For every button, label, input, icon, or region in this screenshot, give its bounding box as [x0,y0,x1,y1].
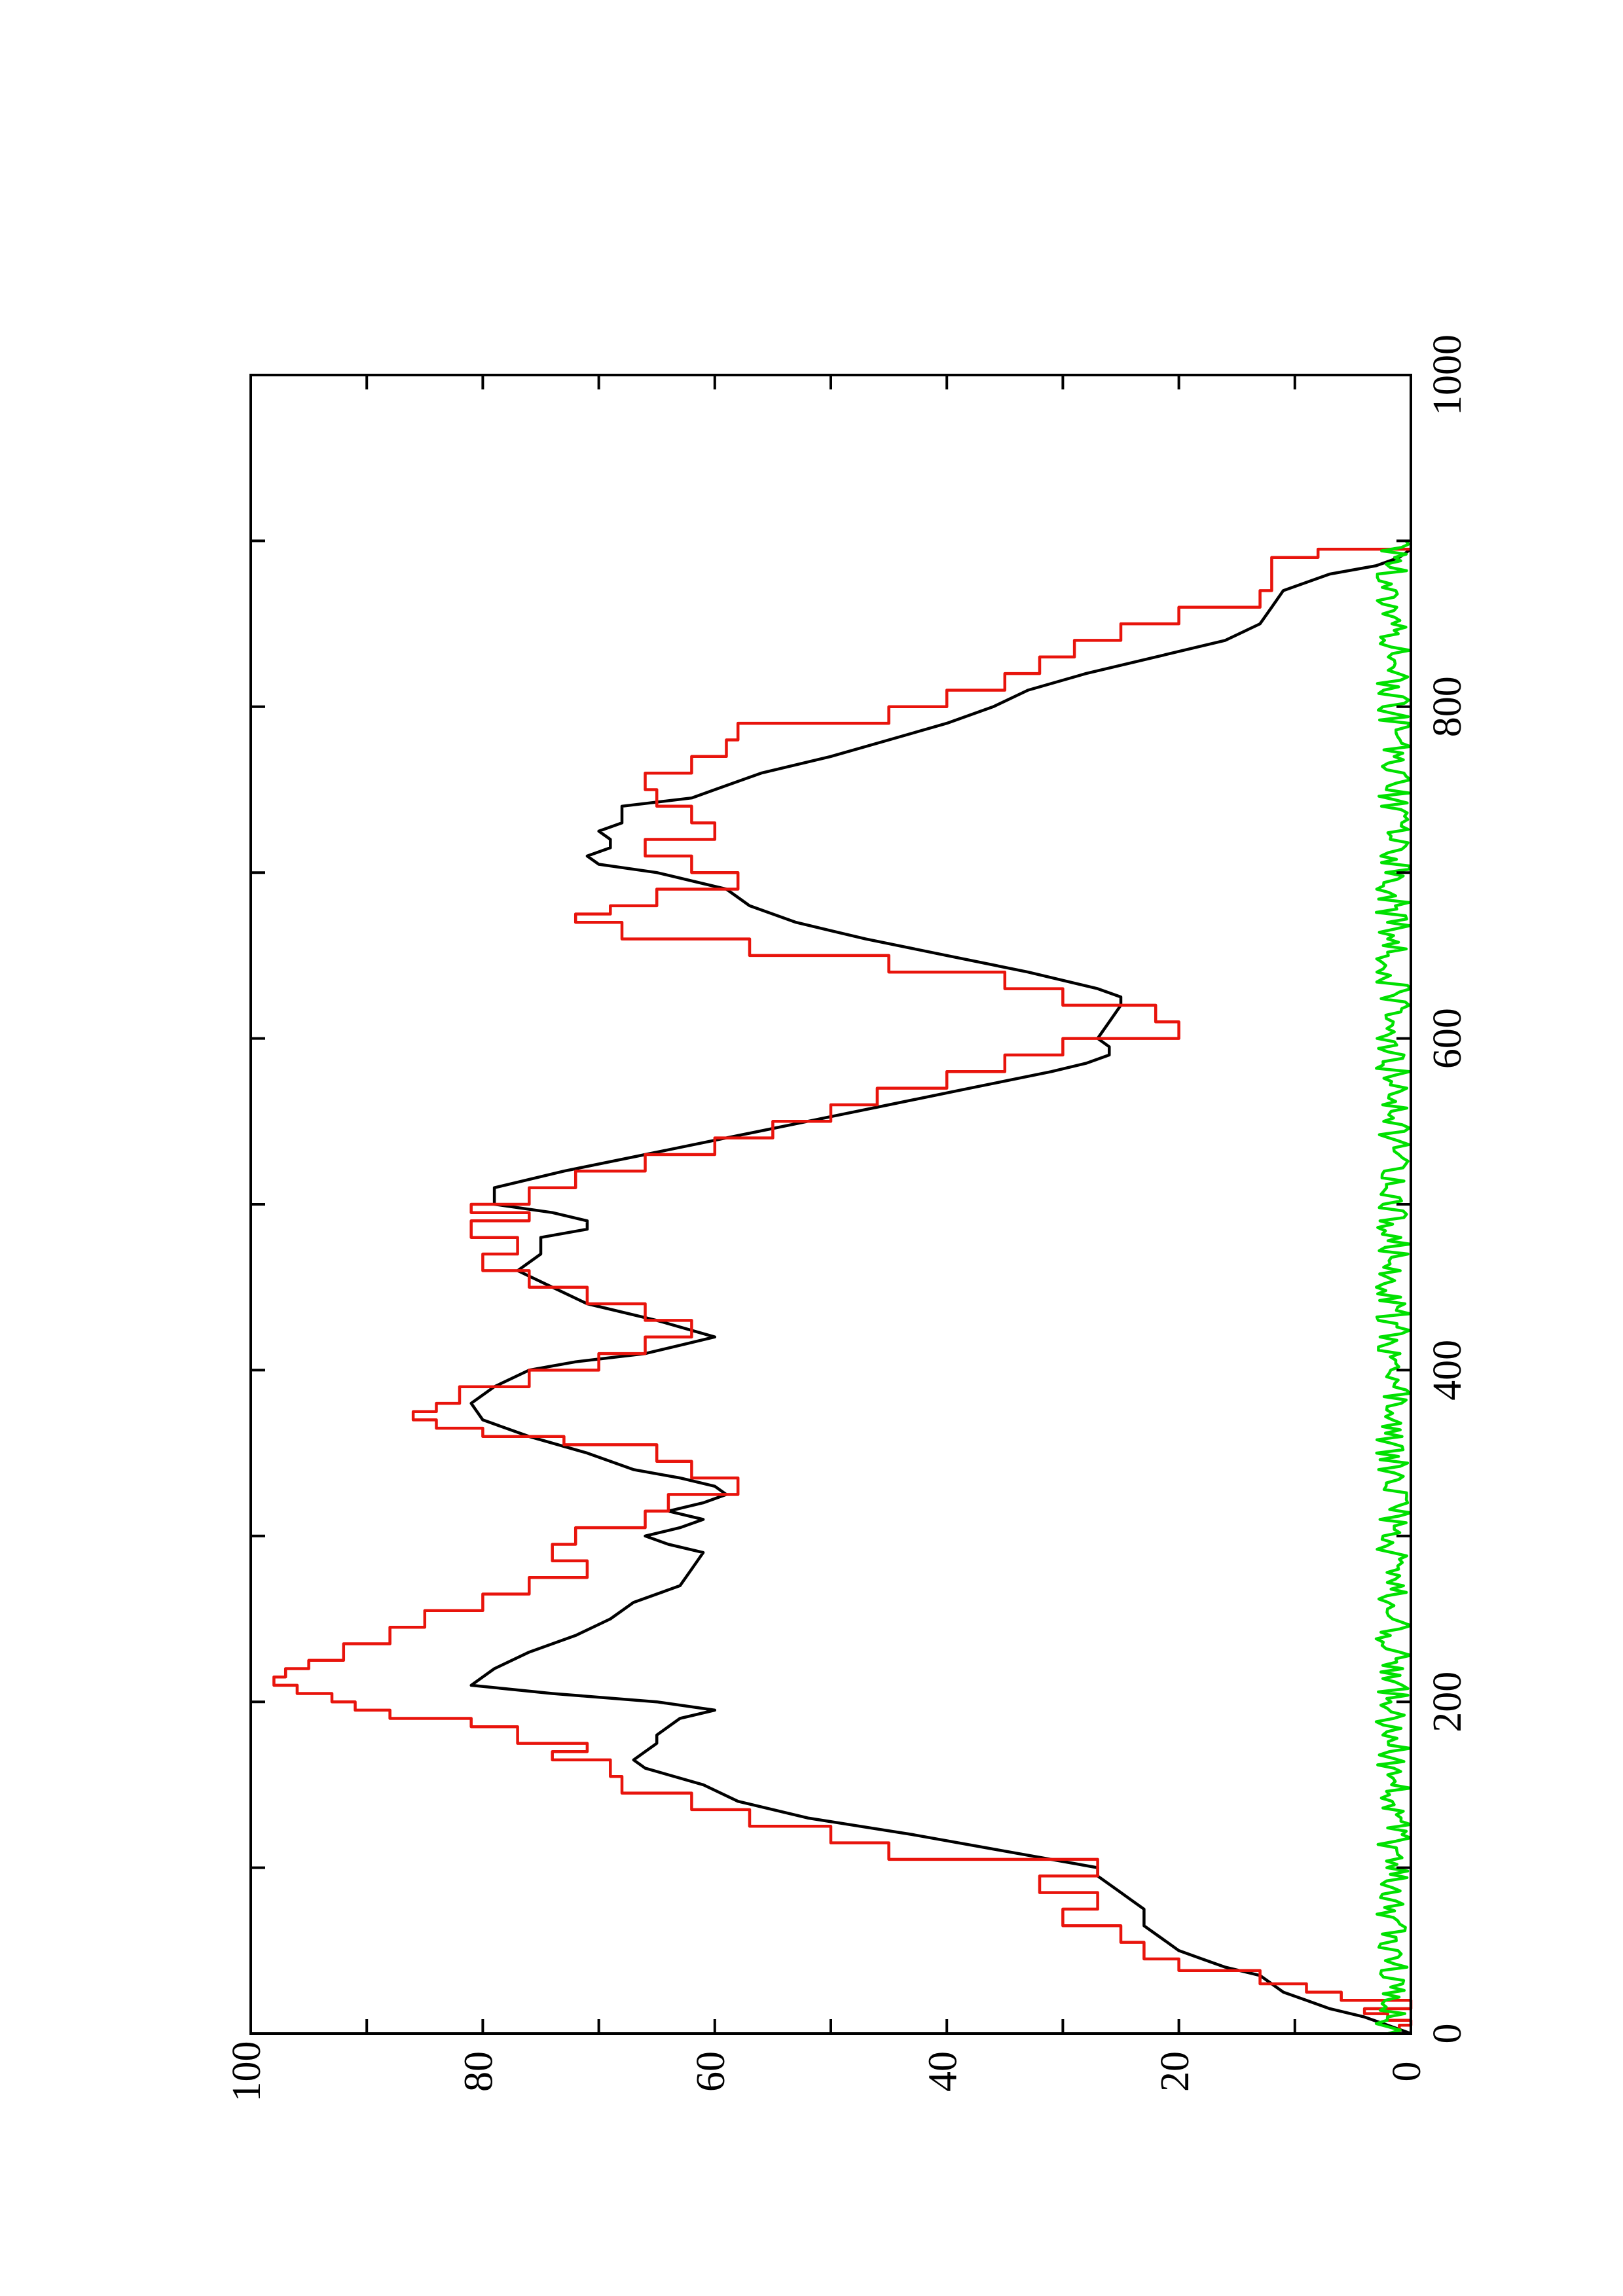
x-tick-label: 0 [1425,2024,1470,2044]
x-tick-label: 400 [1425,1340,1470,1401]
series-line-3 [1374,540,1413,2036]
series-line-1 [469,548,1412,2036]
tick-label-layer: 0 200 400 600 800 1000 0 20 40 60 80 100 [225,334,1470,2102]
x-tick-label: 800 [1425,676,1470,737]
y-tick-label: 60 [689,2051,733,2092]
y-tick-label: 20 [1153,2051,1197,2092]
series-line-2 [272,547,1413,2034]
x-tick-label: 200 [1425,1672,1470,1732]
y-tick-label: 80 [457,2051,501,2092]
x-tick-label: 1000 [1425,334,1470,416]
y-tick-label: 100 [225,2041,269,2102]
y-tick-label: 40 [921,2051,965,2092]
series-layer [272,540,1413,2036]
plot-frame [249,374,1412,2035]
y-tick-label: 0 [1385,2062,1429,2082]
x-tick-label: 600 [1425,1008,1470,1069]
